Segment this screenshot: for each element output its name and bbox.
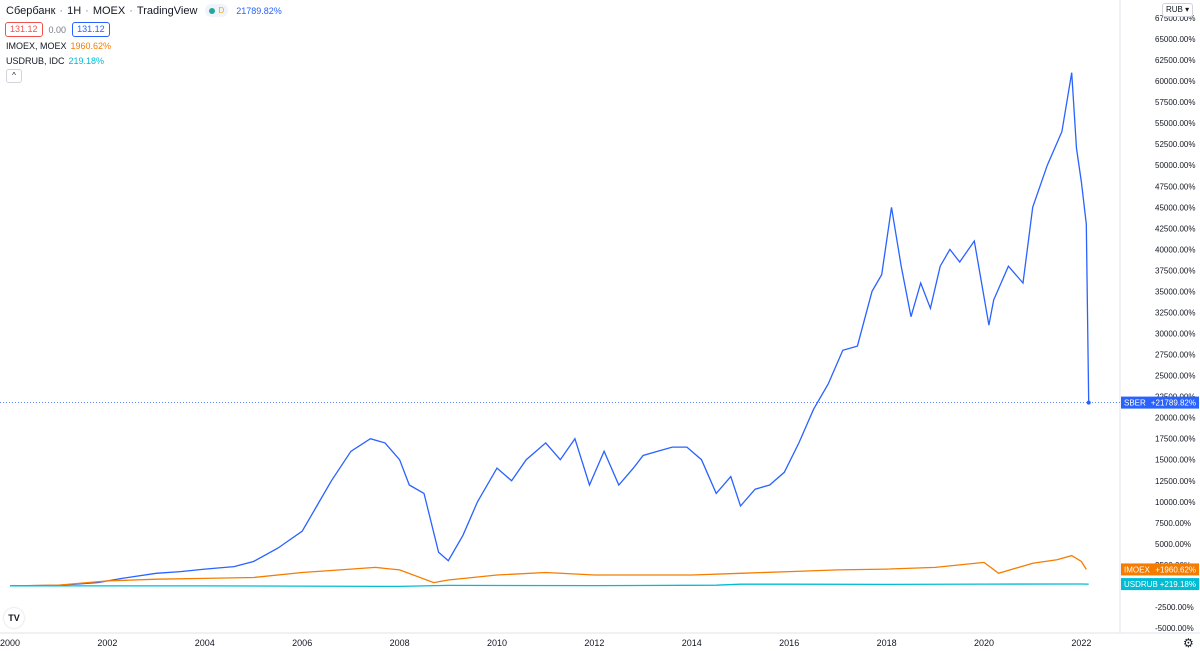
status-dot-icon xyxy=(209,7,216,14)
y-tick-label: 50000.00% xyxy=(1155,161,1195,170)
main-change: 21789.82% xyxy=(236,5,282,16)
y-tick-label: 45000.00% xyxy=(1155,203,1195,212)
x-tick-label: 2006 xyxy=(292,638,312,648)
legend-usdrub[interactable]: USDRUB, IDC 219.18% xyxy=(6,56,104,66)
legend-usdrub-name: USDRUB, IDC xyxy=(6,56,65,66)
x-tick-label: 2008 xyxy=(390,638,410,648)
y-tick-label: 60000.00% xyxy=(1155,77,1195,86)
y-tick-label: 12500.00% xyxy=(1155,477,1195,486)
x-tick-label: 2016 xyxy=(779,638,799,648)
y-tick-label: 27500.00% xyxy=(1155,351,1195,360)
spread: 0.00 xyxy=(48,24,67,35)
chevron-up-icon: ^ xyxy=(12,71,16,80)
y-tick-label: 32500.00% xyxy=(1155,308,1195,317)
separator: · xyxy=(129,4,133,17)
y-tick-label: 42500.00% xyxy=(1155,224,1195,233)
interval[interactable]: 1Н xyxy=(67,4,82,17)
series-line-usdrub[interactable] xyxy=(10,583,1089,588)
axis-series-name: IMOEX xyxy=(1124,565,1150,574)
collapse-legend-button[interactable]: ^ xyxy=(6,69,22,83)
y-tick-label: 15000.00% xyxy=(1155,456,1195,465)
y-tick-label: -5000.00% xyxy=(1155,624,1194,633)
axis-series-value: +1960.62% xyxy=(1155,565,1196,574)
y-tick-label: 67500.00% xyxy=(1155,14,1195,23)
y-tick-label: 7500.00% xyxy=(1155,519,1191,528)
separator: · xyxy=(59,4,64,17)
currency-button[interactable]: RUB ▾ xyxy=(1162,3,1194,17)
y-tick-label: 25000.00% xyxy=(1155,372,1195,381)
symbol-name[interactable]: Сбербанк xyxy=(6,4,56,17)
axis-series-value: +219.18% xyxy=(1160,580,1196,589)
ask-price[interactable]: 131.12 xyxy=(72,22,110,37)
exchange: MOEX xyxy=(92,4,126,17)
x-tick-label: 2014 xyxy=(682,638,702,648)
y-tick-label: 55000.00% xyxy=(1155,119,1195,128)
x-tick-label: 2012 xyxy=(584,638,604,648)
x-tick-label: 2004 xyxy=(195,638,215,648)
separator: · xyxy=(85,4,89,17)
chart-header: Сбербанк · 1Н · MOEX · TradingView D 217… xyxy=(6,4,282,17)
x-tick-label: 2018 xyxy=(877,638,897,648)
series-line-sber[interactable] xyxy=(9,72,1090,587)
price-row: 131.12 0.00 131.12 xyxy=(5,22,110,37)
y-tick-label: 40000.00% xyxy=(1155,245,1195,254)
last-value-point xyxy=(1086,400,1091,405)
x-tick-label: 2000 xyxy=(0,638,20,648)
y-tick-label: -2500.00% xyxy=(1155,603,1194,612)
y-tick-label: 35000.00% xyxy=(1155,287,1195,296)
y-tick-label: 20000.00% xyxy=(1155,414,1195,423)
y-tick-label: 30000.00% xyxy=(1155,330,1195,339)
series-line-imoex[interactable] xyxy=(9,554,1087,587)
y-tick-label: 17500.00% xyxy=(1155,435,1195,444)
x-axis[interactable]: 2000 2002 2004 2006 2008 2010 2012 2014 2016 2018… xyxy=(0,638,1091,648)
axis-price-label-sber: SBER +21789.82% xyxy=(1121,396,1199,409)
legend-usdrub-value: 219.18% xyxy=(68,56,105,66)
legend-imoex-value: 1960.62% xyxy=(70,41,112,51)
y-axis[interactable]: 67500.00% 65000.00% 62500.00% 60000.00% 5750… xyxy=(1121,14,1199,633)
bid-price[interactable]: 131.12 xyxy=(5,22,43,37)
x-tick-label: 2002 xyxy=(97,638,117,648)
chevron-down-icon: ▾ xyxy=(1182,5,1190,14)
axis-price-label-usdrub: USDRUB +219.18% xyxy=(1121,578,1199,591)
axis-series-value: +21789.82% xyxy=(1151,399,1196,408)
y-tick-label: 10000.00% xyxy=(1155,498,1195,507)
market-status-badge[interactable]: D xyxy=(205,4,229,17)
y-tick-label: 57500.00% xyxy=(1155,98,1195,107)
tradingview-logo-icon[interactable]: TV xyxy=(4,608,24,628)
y-tick-label: 62500.00% xyxy=(1155,56,1195,65)
axis-series-name: USDRUB xyxy=(1124,580,1158,589)
legend-imoex[interactable]: IMOEX, MOEX 1960.62% xyxy=(6,41,111,51)
legend-imoex-name: IMOEX, MOEX xyxy=(6,41,67,51)
provider: TradingView xyxy=(136,4,198,17)
x-tick-label: 2022 xyxy=(1071,638,1091,648)
axis-series-name: SBER xyxy=(1124,399,1146,408)
x-tick-label: 2010 xyxy=(487,638,507,648)
axis-price-label-imoex: IMOEX +1960.62% xyxy=(1121,563,1199,576)
gear-icon[interactable]: ⚙ xyxy=(1183,636,1194,650)
status-letter: D xyxy=(218,6,225,15)
y-tick-label: 52500.00% xyxy=(1155,140,1195,149)
y-tick-label: 65000.00% xyxy=(1155,35,1195,44)
y-tick-label: 47500.00% xyxy=(1155,182,1195,191)
y-tick-label: 37500.00% xyxy=(1155,266,1195,275)
x-tick-label: 2020 xyxy=(974,638,994,648)
y-tick-label: 5000.00% xyxy=(1155,540,1191,549)
series-layer xyxy=(0,0,1200,634)
currency-label: RUB xyxy=(1166,5,1183,14)
